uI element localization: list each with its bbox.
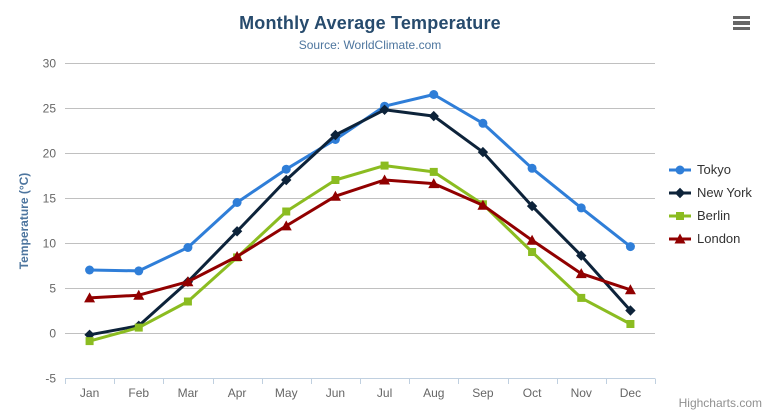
x-axis-tick-label: Aug	[423, 386, 444, 400]
data-point-tokyo[interactable]	[281, 164, 291, 174]
data-point-new-york[interactable]	[281, 174, 292, 186]
data-point-tokyo[interactable]	[478, 118, 488, 128]
data-point-london[interactable]	[329, 190, 341, 201]
data-point-berlin[interactable]	[331, 176, 340, 184]
chart-title: Monthly Average Temperature	[239, 13, 501, 33]
data-point-tokyo[interactable]	[134, 266, 144, 276]
x-axis-tick-label: May	[275, 386, 298, 400]
data-point-london[interactable]	[84, 292, 96, 303]
legend-marker	[676, 211, 684, 220]
legend-item-new-york[interactable]: New York	[669, 181, 752, 204]
legend-item-tokyo[interactable]: Tokyo	[669, 158, 752, 181]
data-point-berlin[interactable]	[183, 297, 192, 306]
data-point-berlin[interactable]	[429, 167, 438, 176]
legend-marker	[674, 233, 686, 243]
data-point-new-york[interactable]	[330, 129, 341, 141]
data-point-london[interactable]	[477, 199, 489, 210]
data-point-london[interactable]	[526, 234, 538, 245]
legend: Tokyo New York Berlin London	[669, 158, 752, 250]
data-point-new-york[interactable]	[625, 305, 636, 316]
series-line-new-york[interactable]	[88, 108, 632, 337]
legend-marker	[674, 187, 686, 198]
chart-context-menu-button[interactable]	[732, 13, 754, 33]
legend-triangle-icon	[669, 233, 691, 243]
x-axis-tick-label: Jun	[326, 386, 345, 400]
data-point-berlin[interactable]	[528, 248, 537, 256]
data-point-tokyo[interactable]	[183, 243, 193, 252]
data-point-london[interactable]	[280, 220, 292, 231]
legend-diamond-icon	[669, 187, 691, 198]
data-point-london[interactable]	[624, 284, 636, 295]
x-axis-tick-label: Dec	[620, 386, 641, 400]
y-axis-tick-label: 25	[43, 102, 57, 116]
hamburger-icon	[733, 15, 750, 20]
x-axis-tick-label: Oct	[523, 386, 542, 400]
y-axis-tick-label: -5	[45, 372, 56, 386]
legend-item-berlin[interactable]: Berlin	[669, 204, 752, 227]
data-point-new-york[interactable]	[477, 146, 489, 158]
data-point-tokyo[interactable]	[85, 265, 95, 275]
y-axis-tick-label: 5	[49, 282, 56, 296]
y-axis-tick-label: 20	[43, 147, 57, 161]
data-point-london[interactable]	[379, 174, 391, 185]
data-point-new-york[interactable]	[428, 110, 439, 122]
y-axis-tick-label: 10	[43, 237, 57, 251]
x-axis-tick-label: Mar	[178, 386, 199, 400]
data-point-berlin[interactable]	[134, 323, 143, 332]
data-point-berlin[interactable]	[577, 293, 586, 302]
hamburger-icon	[733, 26, 750, 31]
y-axis-tick-label: 0	[49, 327, 56, 341]
data-point-tokyo[interactable]	[429, 90, 439, 99]
credits-link[interactable]: Highcharts.com	[678, 396, 762, 410]
data-point-berlin[interactable]	[85, 337, 94, 346]
y-axis-tick-label: 15	[43, 192, 57, 206]
legend-square-icon	[669, 211, 691, 220]
data-point-tokyo[interactable]	[527, 163, 537, 173]
x-axis-tick-label: Nov	[571, 386, 592, 400]
legend-label: Berlin	[697, 207, 731, 223]
legend-label: New York	[697, 184, 752, 200]
legend-label: London	[697, 230, 741, 246]
data-point-new-york[interactable]	[576, 250, 587, 261]
x-axis-tick-label: Apr	[228, 386, 247, 400]
chart-subtitle: Source: WorldClimate.com	[298, 38, 442, 52]
series-line-berlin[interactable]	[88, 164, 632, 343]
x-axis-tick-label: Jan	[80, 386, 99, 400]
hamburger-icon	[733, 21, 750, 25]
data-point-berlin[interactable]	[626, 320, 635, 328]
legend-item-london[interactable]: London	[669, 227, 752, 250]
data-point-tokyo[interactable]	[576, 203, 586, 213]
y-axis-tick-label: 30	[43, 57, 57, 71]
data-point-new-york[interactable]	[526, 200, 538, 212]
legend-label: Tokyo	[697, 161, 731, 177]
x-axis-tick-label: Feb	[128, 386, 149, 400]
data-point-london[interactable]	[182, 276, 194, 287]
series-line-london[interactable]	[88, 178, 632, 300]
data-point-berlin[interactable]	[380, 161, 389, 170]
data-point-tokyo[interactable]	[232, 198, 242, 207]
data-point-new-york[interactable]	[379, 104, 390, 115]
data-point-london[interactable]	[231, 251, 243, 261]
data-point-london[interactable]	[428, 178, 440, 189]
data-point-berlin[interactable]	[282, 207, 291, 216]
data-point-london[interactable]	[575, 268, 587, 279]
data-point-london[interactable]	[133, 289, 145, 300]
legend-circle-icon	[669, 165, 691, 174]
data-point-new-york[interactable]	[231, 226, 243, 237]
data-point-tokyo[interactable]	[625, 242, 635, 252]
x-axis-tick-label: Jul	[377, 386, 392, 400]
x-axis-tick-label: Sep	[472, 386, 494, 400]
legend-marker	[675, 165, 685, 174]
